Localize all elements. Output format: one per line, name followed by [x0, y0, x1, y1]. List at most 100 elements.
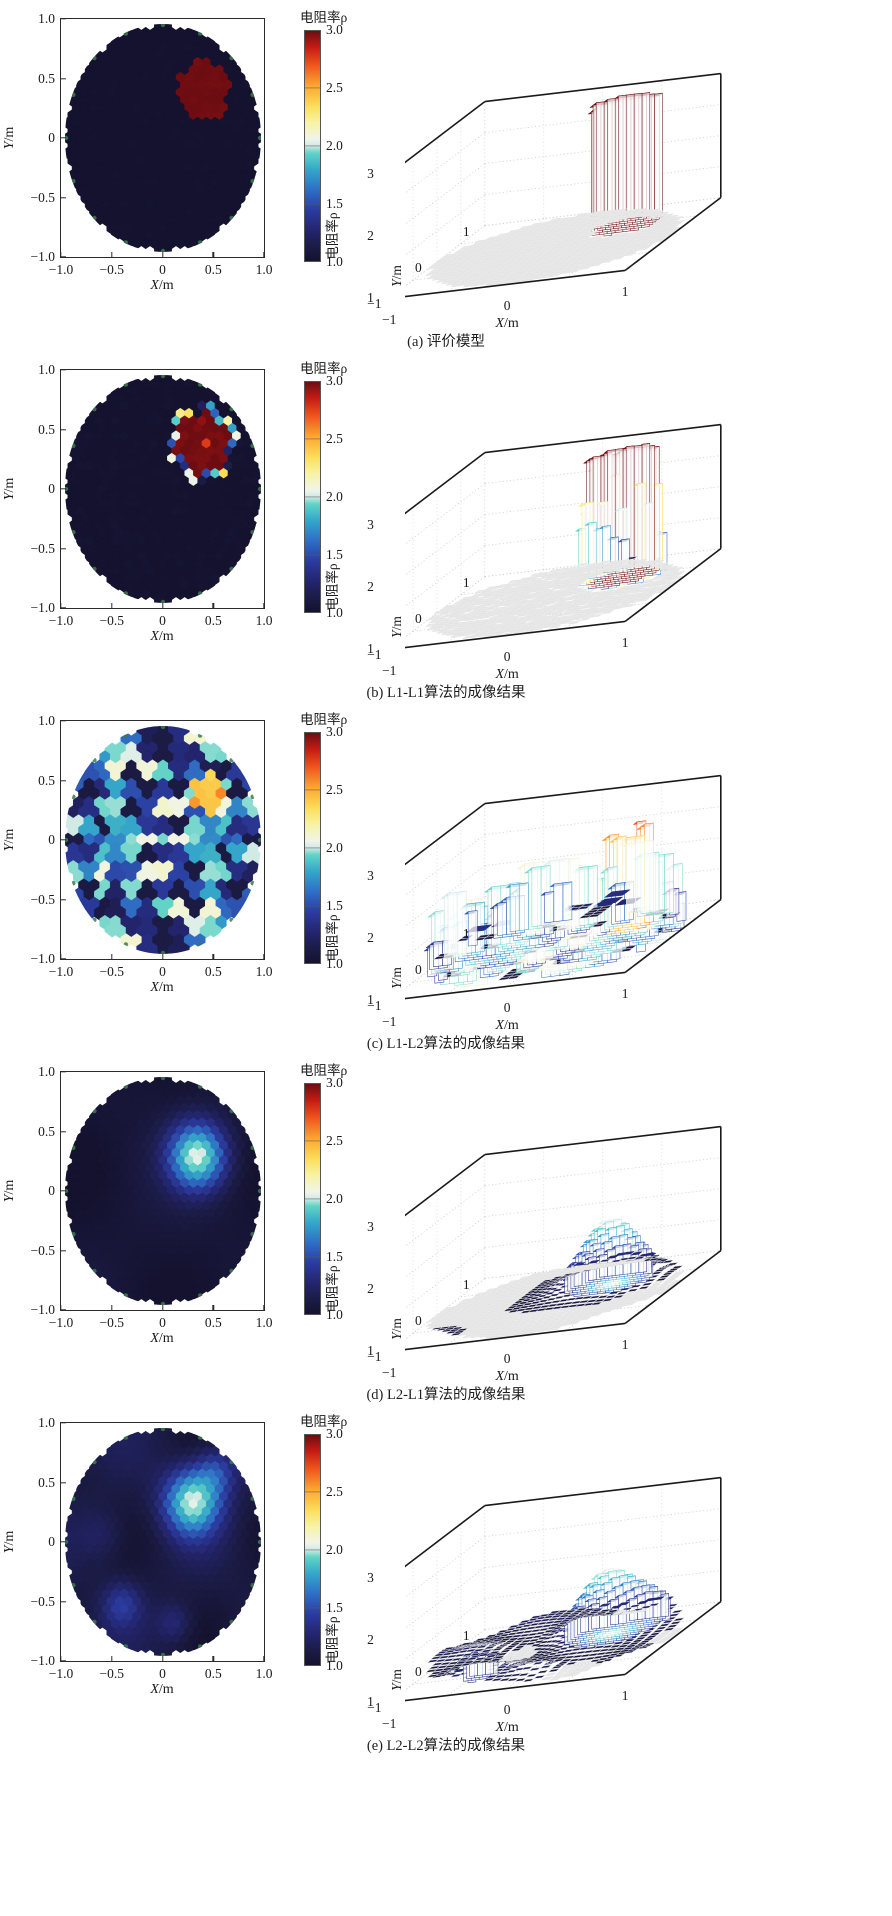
colorbar-tick-a-3: 1.5 [326, 196, 343, 211]
colorbar-tick-e-2: 2.0 [326, 1542, 343, 1557]
tomogram-axes-a: 1.0 0.5 0 −0.5 −1.0 −1.0 −0.5 0 0.5 1.0 [31, 11, 273, 277]
xtick-mark-e-2 [161, 1656, 164, 1661]
ytick-label-a-1: 0.5 [38, 70, 55, 86]
colorbar-tickmark-a-3 [304, 203, 321, 205]
x-tick-3d-d-0: −1 [381, 1365, 397, 1381]
ytick-label-e-2: 0 [48, 1534, 55, 1549]
ytick-mark-a-0 [61, 18, 66, 20]
ytick-label-e-3: −0.5 [30, 1593, 56, 1609]
xtick-label-c-4: 1.0 [255, 964, 273, 979]
y-tick-3d-a-1: 0 [415, 260, 422, 275]
xtick-mark-c-1 [111, 954, 113, 959]
ytick-label-d-0: 1.0 [38, 1064, 55, 1079]
xtick-mark-a-1 [111, 252, 113, 257]
ytick-mark-e-4 [61, 1660, 66, 1662]
xtick-mark-a-0 [60, 252, 62, 257]
ytick-mark-a-1 [61, 77, 66, 80]
xtick-mark-d-3 [212, 1305, 214, 1310]
colorbar-tickmark-d-2 [304, 1198, 321, 1200]
xtick-label-d-3: 0.5 [204, 1315, 222, 1330]
y-tick-3d-e-2: −1 [367, 1700, 382, 1716]
colorbar-tick-b-1: 2.5 [326, 431, 343, 446]
xtick-mark-e-1 [111, 1656, 113, 1661]
colorbar-tick-e-4: 1.0 [326, 1658, 343, 1673]
panel-caption-b: (b) L1-L1算法的成像结果 [366, 685, 526, 701]
ytick-mark-e-1 [61, 1481, 66, 1484]
x-tick-3d-c-2: 1 [621, 986, 629, 1002]
colorbar-tick-a-0: 3.0 [326, 22, 343, 37]
colorbar-tick-c-1: 2.5 [326, 782, 343, 797]
colorbar-title-b: 电阻率ρ [300, 361, 348, 376]
z-tick-d-0: 3 [367, 1219, 374, 1235]
colorbar-tickmark-e-2 [304, 1549, 321, 1551]
y-axis-label-2d-a: Y/m [2, 126, 17, 150]
xtick-label-c-1: −0.5 [99, 964, 125, 979]
x-axis-title-3d-a: X/m [495, 316, 519, 332]
y-axis-title-3d-b: Y/m [389, 616, 404, 638]
ytick-label-e-4: −1.0 [30, 1653, 56, 1668]
colorbar-tickmark-a-2 [304, 145, 321, 147]
xtick-mark-b-4 [263, 603, 265, 608]
ytick-label-d-4: −1.0 [30, 1302, 56, 1317]
xtick-mark-e-0 [60, 1656, 62, 1661]
colorbar-tick-c-4: 1.0 [326, 956, 343, 971]
panel-e: 1.0 0.5 0 −0.5 −1.0 −1.0 −0.5 0 0.5 1.0 X/m Y/m 电阻率ρ… [0, 1404, 892, 1755]
colorbar-title-c: 电阻率ρ [300, 712, 348, 727]
colorbar-tick-a-2: 2.0 [326, 138, 343, 153]
x-tick-3d-e-0: −1 [381, 1716, 397, 1732]
z-tick-b-2: 1 [367, 641, 374, 657]
tomogram-2d-e: 1.0 0.5 0 −0.5 −1.0 −1.0 −0.5 0 0.5 1.0 X/m Y/m [0, 1404, 300, 1704]
figure-root: 1.0 0.5 0 −0.5 −1.0 −1.0 −0.5 0 0.5 1.0 X/m Y/m 电阻率ρ… [0, 10, 892, 1755]
xtick-label-c-2: 0 [159, 964, 166, 979]
x-tick-3d-a-2: 1 [621, 284, 629, 300]
tomogram-axes-b: 1.0 0.5 0 −0.5 −1.0 −1.0 −0.5 0 0.5 1.0 [31, 362, 273, 628]
ytick-label-b-1: 0.5 [38, 421, 55, 437]
colorbar-tick-e-3: 1.5 [326, 1600, 343, 1615]
panel-caption-d: (d) L2-L1算法的成像结果 [366, 1387, 526, 1403]
tomogram-2d-c: 1.0 0.5 0 −0.5 −1.0 −1.0 −0.5 0 0.5 1.0 X/m Y/m [0, 702, 300, 1002]
y-axis-label-2d-e: Y/m [2, 1530, 17, 1554]
ytick-mark-d-1 [61, 1130, 66, 1133]
x-axis-label-2d-d: X/m [150, 1331, 174, 1346]
colorbar-tickmark-c-3 [304, 905, 321, 907]
ytick-label-b-2: 0 [48, 481, 55, 496]
ytick-label-a-4: −1.0 [30, 249, 56, 264]
ytick-label-c-4: −1.0 [30, 951, 56, 966]
panel-caption-e: (e) L2-L2算法的成像结果 [366, 1738, 526, 1754]
ytick-mark-c-0 [61, 720, 66, 722]
colorbar-tick-b-3: 1.5 [326, 547, 343, 562]
colorbar-title-a: 电阻率ρ [300, 10, 348, 25]
xtick-label-e-2: 0 [159, 1666, 166, 1681]
colorbar-c: 电阻率ρ 3.0 2.5 2.0 1.5 1.0 [292, 702, 402, 1002]
ytick-label-a-0: 1.0 [38, 11, 55, 26]
xtick-mark-d-0 [60, 1305, 62, 1310]
xtick-label-d-0: −1.0 [48, 1315, 74, 1330]
z-tick-e-1: 2 [367, 1632, 374, 1648]
y-axis-label-2d-d: Y/m [2, 1179, 17, 1203]
y-axis-title-3d-e: Y/m [389, 1669, 404, 1691]
xtick-label-e-0: −1.0 [48, 1666, 74, 1681]
z-axis-title-c: 电阻率ρ [325, 914, 341, 963]
ytick-label-b-0: 1.0 [38, 362, 55, 377]
ytick-label-d-1: 0.5 [38, 1123, 55, 1139]
ytick-mark-b-2 [61, 488, 66, 490]
y-axis-label-2d-b: Y/m [2, 477, 17, 501]
ytick-mark-d-3 [61, 1249, 66, 1252]
ytick-mark-c-1 [61, 779, 66, 782]
colorbar-tick-b-2: 2.0 [326, 489, 343, 504]
ytick-mark-e-0 [61, 1422, 66, 1424]
xtick-mark-b-3 [212, 603, 214, 608]
colorbar-tick-b-0: 3.0 [326, 373, 343, 388]
x-tick-3d-c-1: 0 [503, 1000, 511, 1016]
ytick-mark-c-2 [61, 839, 66, 841]
z-tick-b-1: 2 [367, 579, 374, 595]
ytick-mark-d-4 [61, 1309, 66, 1311]
x-tick-3d-e-1: 0 [503, 1702, 511, 1718]
ytick-mark-d-0 [61, 1071, 66, 1073]
colorbar-b: 电阻率ρ 3.0 2.5 2.0 1.5 1.0 [292, 351, 402, 651]
x-tick-3d-a-0: −1 [381, 312, 397, 328]
ytick-label-c-1: 0.5 [38, 772, 55, 788]
xtick-label-c-0: −1.0 [48, 964, 74, 979]
y-tick-3d-b-2: −1 [367, 647, 382, 663]
xtick-label-a-2: 0 [159, 262, 166, 277]
